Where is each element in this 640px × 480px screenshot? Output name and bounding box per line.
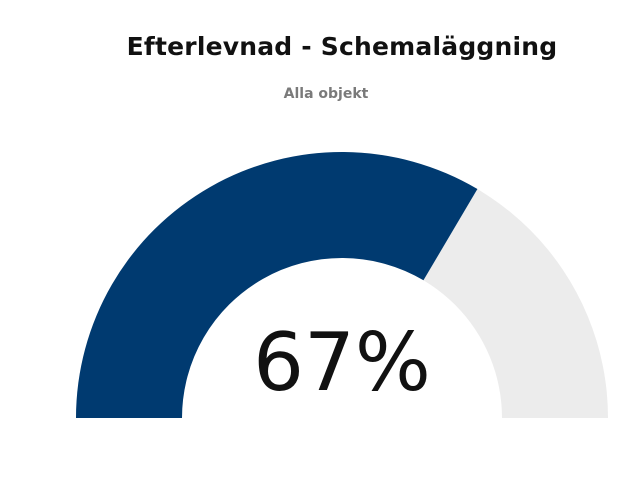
chart-subtitle: Alla objekt	[283, 86, 369, 102]
chart-title: Efterlevnad - Schemaläggning	[126, 32, 558, 61]
gauge-value-arc	[76, 152, 478, 418]
gauge-value-label: 67%	[253, 316, 431, 409]
